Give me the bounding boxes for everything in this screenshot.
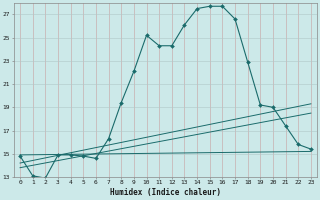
X-axis label: Humidex (Indice chaleur): Humidex (Indice chaleur) xyxy=(110,188,221,197)
